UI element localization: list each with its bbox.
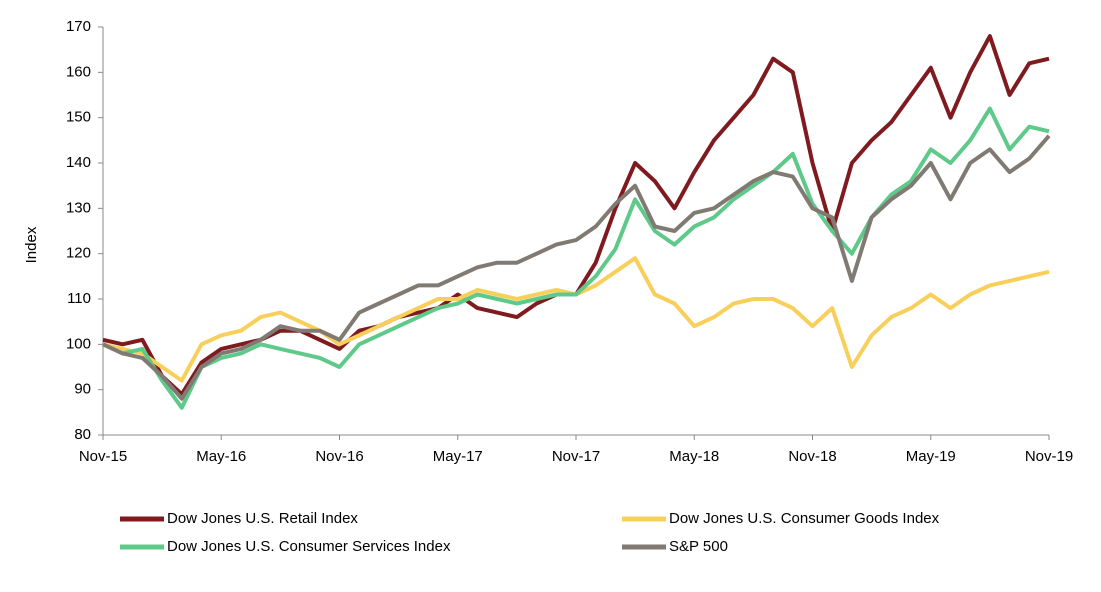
y-tick-label: 150	[66, 109, 91, 126]
series-line	[102, 106, 1050, 410]
x-tick-label: Nov-15	[79, 448, 127, 465]
x-tick-label: Nov-16	[315, 448, 363, 465]
x-tick-label: May-17	[433, 448, 483, 465]
legend-label: Dow Jones U.S. Retail Index	[167, 510, 358, 527]
y-tick-label: 110	[67, 290, 91, 307]
series-line	[102, 256, 1050, 383]
y-tick-label: 120	[66, 245, 91, 262]
y-tick-label: 140	[66, 154, 91, 171]
y-axis-label: Index	[23, 226, 40, 263]
series-line	[102, 34, 1050, 397]
x-tick-label: May-18	[669, 448, 719, 465]
series-line	[102, 134, 1051, 401]
x-tick-label: May-19	[906, 448, 956, 465]
y-tick-label: 100	[66, 335, 91, 352]
x-tick-label: May-16	[196, 448, 246, 465]
legend-label: S&P 500	[669, 538, 728, 555]
legend-label: Dow Jones U.S. Consumer Services Index	[167, 538, 451, 555]
y-tick-label: 80	[74, 426, 91, 443]
y-tick-label: 160	[66, 63, 91, 80]
x-tick-label: Nov-17	[552, 448, 600, 465]
x-tick-label: Nov-19	[1025, 448, 1073, 465]
y-tick-label: 90	[74, 381, 91, 398]
y-tick-label: 130	[66, 199, 91, 216]
x-tick-label: Nov-18	[788, 448, 836, 465]
legend-label: Dow Jones U.S. Consumer Goods Index	[669, 510, 940, 527]
y-tick-label: 170	[66, 18, 91, 35]
